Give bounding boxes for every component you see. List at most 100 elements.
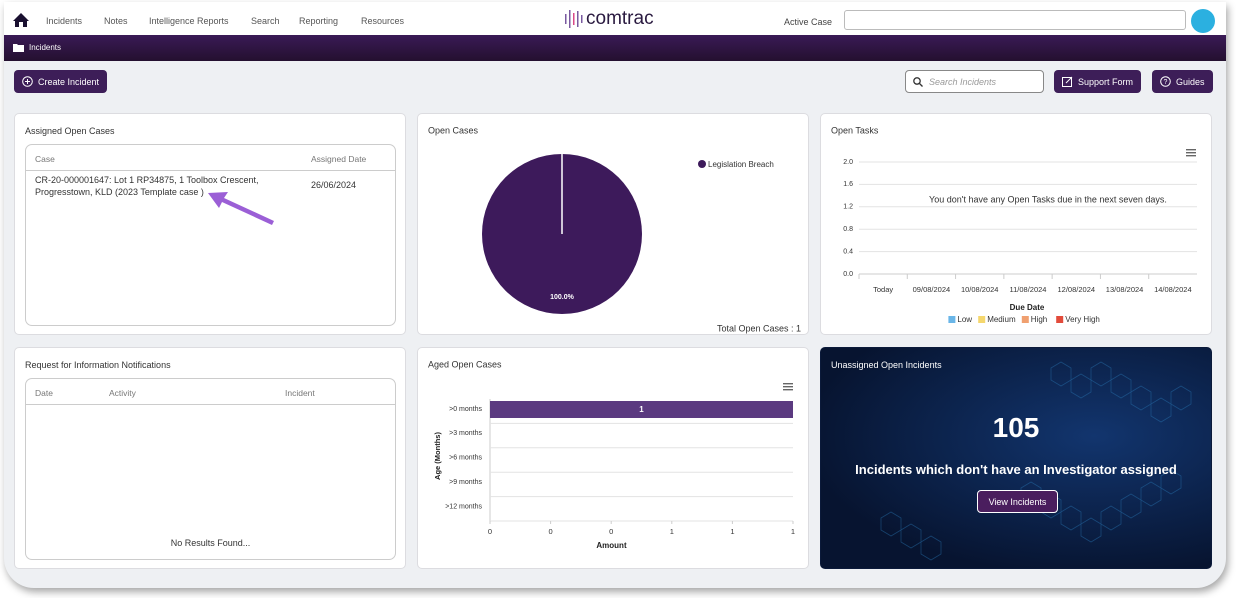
header-divider [26, 170, 395, 171]
x-tick-label: 10/08/2024 [961, 285, 999, 294]
pie-chart: Open Cases 100.0% Legislation Breach Total … [428, 125, 801, 333]
x-tick-label: 0 [549, 527, 553, 536]
date-cell: 26/06/2024 [311, 180, 357, 190]
edit-icon [1062, 76, 1073, 87]
rfi-table: Date Activity Incident No Results Found.… [25, 378, 396, 560]
nav-link[interactable]: Search [251, 16, 280, 26]
breadcrumb-bar: Incidents [4, 35, 1226, 61]
y-tick-label: >0 months [449, 406, 482, 413]
pointer-arrow [208, 192, 274, 225]
breadcrumb: Incidents [29, 43, 62, 52]
legend-label: Very High [1065, 315, 1100, 324]
x-tick-label: 14/08/2024 [1154, 285, 1192, 294]
create-incident-button[interactable]: Create Incident [14, 70, 108, 93]
y-tick-label: 1.6 [843, 181, 853, 188]
x-tick-label: 0 [488, 527, 492, 536]
table-header: Incident [285, 388, 315, 398]
y-tick-label: 0.0 [843, 271, 853, 278]
legend-label: Low [957, 315, 972, 324]
x-tick-label: 13/08/2024 [1106, 285, 1144, 294]
y-tick-label: >9 months [449, 479, 482, 486]
x-tick-label: 11/08/2024 [1010, 285, 1047, 294]
y-tick-label: 2.0 [843, 159, 853, 166]
x-axis-title: Due Date [1010, 303, 1045, 312]
message: You don't have any Open Tasks due in the… [929, 194, 1167, 204]
app-window: Incidents Notes Intelligence Reports Sea… [4, 2, 1226, 588]
y-tick-label: >3 months [449, 430, 482, 437]
menu-icon [783, 389, 793, 391]
x-tick-label: 1 [670, 527, 674, 536]
legend-swatch [698, 160, 706, 168]
x-axis-title: Amount [596, 541, 627, 550]
folder-icon [13, 44, 24, 52]
y-tick-label: 1.2 [843, 204, 853, 211]
unassigned-panel: Unassigned Open Incidents 105 Incidents … [820, 347, 1212, 569]
nav-link[interactable]: Resources [361, 16, 405, 26]
hbar-chart: Aged Open Cases >0 months 1 >3 months >6 mon… [428, 359, 795, 550]
search-input[interactable]: Search Incidents [905, 70, 1044, 93]
empty-message: No Results Found... [170, 538, 251, 548]
x-tick-label: 12/08/2024 [1058, 285, 1096, 294]
hex-pattern [880, 361, 1192, 561]
button-label: Guides [1176, 76, 1205, 87]
table-header: Date [35, 388, 53, 398]
open-tasks-panel: Open Tasks 0.0 0.4 0.8 1.2 1.6 2.0 Today 09/08/2… [820, 113, 1212, 335]
table-header: Assigned Date [311, 154, 367, 164]
legend-swatch [1056, 316, 1064, 323]
incident-count: 105 [992, 412, 1040, 443]
guides-button[interactable]: ? Guides [1152, 70, 1213, 93]
logo-text: comtrac [586, 8, 654, 29]
bar-chart: Open Tasks 0.0 0.4 0.8 1.2 1.6 2.0 Today 09/08/2… [831, 125, 1197, 324]
data-label: 100.0% [550, 294, 575, 301]
menu-icon [1186, 155, 1196, 157]
y-tick-label: >12 months [445, 503, 482, 510]
button-label: Support Form [1078, 76, 1134, 87]
bar [490, 401, 793, 418]
header-divider [26, 404, 395, 405]
assigned-table: Case Assigned Date CR-20-000001647: Lot … [25, 144, 396, 326]
y-tick-label: 0.8 [843, 226, 853, 233]
menu-icon [783, 386, 793, 388]
panel-title: Request for Information Notifications [25, 360, 171, 370]
rfi-panel: Request for Information Notifications Da… [14, 347, 406, 569]
legend-swatch [948, 316, 956, 323]
aged-panel: Aged Open Cases >0 months 1 >3 months >6 mon… [417, 347, 809, 569]
table-header: Case [35, 154, 55, 164]
legend-label: High [1031, 315, 1047, 324]
open-cases-panel: Open Cases 100.0% Legislation Breach Total … [417, 113, 809, 335]
x-tick-label: 09/08/2024 [913, 285, 951, 294]
home-icon[interactable] [12, 12, 30, 28]
nav-link[interactable]: Incidents [46, 16, 83, 26]
x-tick-label: 1 [730, 527, 734, 536]
search-placeholder: Search Incidents [929, 76, 997, 87]
panel-title: Open Cases [428, 125, 479, 135]
panel-title: Open Tasks [831, 125, 879, 135]
x-tick-label: 1 [791, 527, 795, 536]
active-case-input[interactable] [844, 10, 1186, 30]
user-avatar[interactable] [1191, 9, 1215, 33]
panel-title: Assigned Open Cases [25, 126, 115, 136]
svg-text:?: ? [1164, 79, 1168, 86]
menu-icon [1186, 149, 1196, 151]
incident-text: Incidents which don't have an Investigat… [855, 462, 1177, 477]
legend-swatch [1021, 316, 1029, 323]
nav-link[interactable]: Notes [104, 16, 128, 26]
y-axis-title: Age (Months) [433, 432, 442, 480]
case-cell[interactable]: CR-20-000001647: Lot 1 RP34875, 1 Toolbo… [35, 175, 259, 197]
nav-link[interactable]: Reporting [299, 16, 339, 26]
x-tick-label: 0 [609, 527, 613, 536]
assigned-panel: Assigned Open Cases Case Assigned Date C… [14, 113, 406, 335]
legend-swatch [978, 316, 986, 323]
search-icon [913, 76, 923, 87]
button-label: Create Incident [38, 76, 100, 87]
menu-icon [783, 383, 793, 385]
top-nav: Incidents Notes Intelligence Reports Sea… [4, 2, 1226, 35]
panel-title: Unassigned Open Incidents [831, 360, 942, 370]
support-form-button[interactable]: Support Form [1054, 70, 1142, 93]
view-incidents-button[interactable]: View Incidents [977, 490, 1058, 513]
x-tick-label: Today [873, 285, 893, 294]
logo-mark [565, 10, 583, 28]
nav-link[interactable]: Intelligence Reports [149, 16, 229, 26]
